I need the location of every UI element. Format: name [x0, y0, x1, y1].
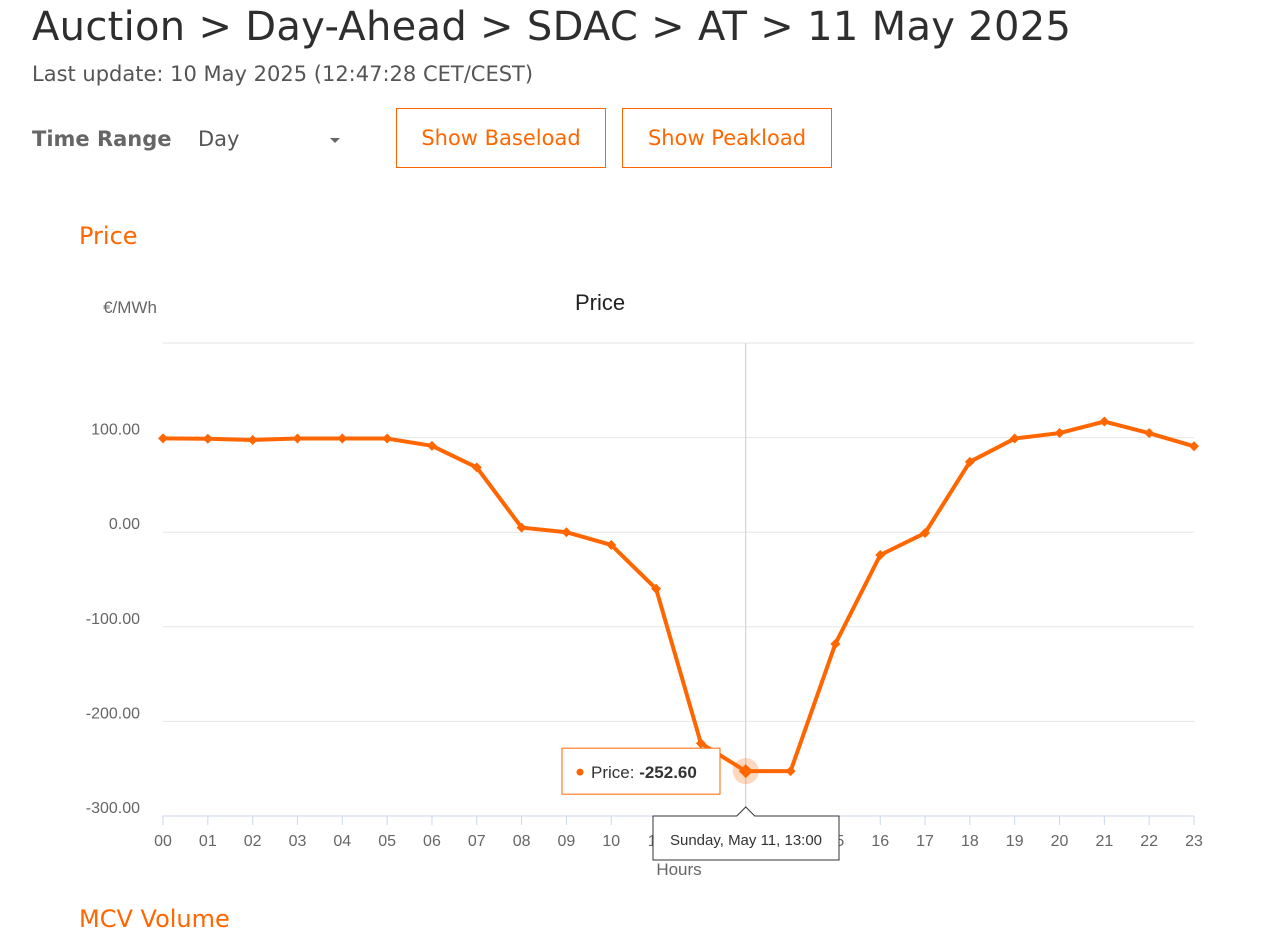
- data-point: [337, 433, 348, 444]
- x-tick-label: 22: [1140, 833, 1158, 850]
- x-crosshair-text: Sunday, May 11, 13:00: [670, 832, 822, 849]
- x-tick-label: 03: [289, 833, 307, 850]
- x-tick-label: 00: [154, 833, 172, 850]
- time-range-select[interactable]: Day: [198, 127, 346, 155]
- data-point: [1009, 433, 1020, 444]
- x-tick-label: 20: [1051, 833, 1069, 850]
- data-point: [516, 522, 527, 533]
- data-point: [561, 527, 572, 538]
- x-tick-label: 19: [1006, 833, 1024, 850]
- x-tick-label: 02: [244, 833, 262, 850]
- y-tick-label: -200.00: [86, 705, 140, 722]
- data-point: [1189, 441, 1199, 452]
- data-point: [1054, 428, 1065, 439]
- data-point: [606, 539, 617, 550]
- price-tooltip: Price: -252.60: [561, 747, 721, 795]
- data-point: [158, 433, 168, 444]
- y-tick-label: 100.00: [91, 422, 140, 439]
- tooltip-box: [561, 747, 721, 795]
- x-tick-label: 10: [602, 833, 620, 850]
- tooltip-marker: [576, 768, 584, 776]
- x-tick-label: 18: [961, 833, 979, 850]
- data-point: [875, 549, 886, 560]
- show-peakload-button[interactable]: Show Peakload: [622, 108, 832, 168]
- price-section-title: Price: [79, 222, 138, 250]
- x-tick-label: 01: [199, 833, 217, 850]
- data-point: [247, 434, 258, 445]
- x-tick-label: 05: [378, 833, 396, 850]
- data-point: [651, 583, 662, 594]
- x-tick-label: 16: [871, 833, 889, 850]
- x-tick-label: 23: [1185, 833, 1203, 850]
- x-tick-label: 04: [333, 833, 351, 850]
- y-axis: -300.00 -200.00 -100.00 0.00 100.00: [86, 422, 140, 817]
- x-axis-title: Hours: [656, 860, 701, 879]
- x-crosshair-box: [652, 806, 840, 861]
- x-tick-label: 06: [423, 833, 441, 850]
- x-tick-label: 17: [916, 833, 934, 850]
- data-point: [426, 440, 437, 451]
- y-tick-label: -300.00: [86, 800, 140, 817]
- data-point: [695, 738, 706, 749]
- x-tick-label: 07: [468, 833, 486, 850]
- data-point: [738, 764, 753, 779]
- price-chart[interactable]: -300.00 -200.00 -100.00 0.00 100.00 00 01 02 03…: [0, 270, 1280, 900]
- data-point: [202, 433, 213, 444]
- x-tick-label: 21: [1095, 833, 1113, 850]
- last-update-text: Last update: 10 May 2025 (12:47:28 CET/C…: [32, 62, 534, 86]
- chart-title: Price: [575, 290, 625, 315]
- data-point: [1144, 428, 1155, 439]
- breadcrumb: Auction > Day-Ahead > SDAC > AT > 11 May…: [32, 4, 1072, 50]
- y-axis-unit: €/MWh: [103, 298, 157, 317]
- show-baseload-button[interactable]: Show Baseload: [396, 108, 606, 168]
- x-tick-label: 09: [558, 833, 576, 850]
- time-range-label: Time Range: [32, 127, 172, 151]
- price-series: [158, 416, 1199, 785]
- data-point: [471, 462, 482, 473]
- data-point: [292, 433, 303, 444]
- x-crosshair-label: Sunday, May 11, 13:00: [652, 806, 840, 861]
- chevron-down-icon: [330, 138, 340, 143]
- data-point: [920, 528, 931, 539]
- y-tick-label: -100.00: [86, 611, 140, 628]
- y-tick-label: 0.00: [109, 516, 140, 533]
- data-point: [382, 433, 393, 444]
- data-point: [785, 766, 796, 777]
- mcv-volume-section-title: MCV Volume: [79, 905, 230, 933]
- data-point: [964, 456, 975, 467]
- tooltip-label: Price: -252.60: [591, 763, 697, 782]
- time-range-value: Day: [198, 127, 240, 151]
- price-line: [162, 419, 1195, 774]
- x-tick-label: 08: [513, 833, 531, 850]
- data-point: [1099, 416, 1110, 427]
- tooltip-value: -252.60: [639, 763, 697, 782]
- data-point: [830, 638, 841, 649]
